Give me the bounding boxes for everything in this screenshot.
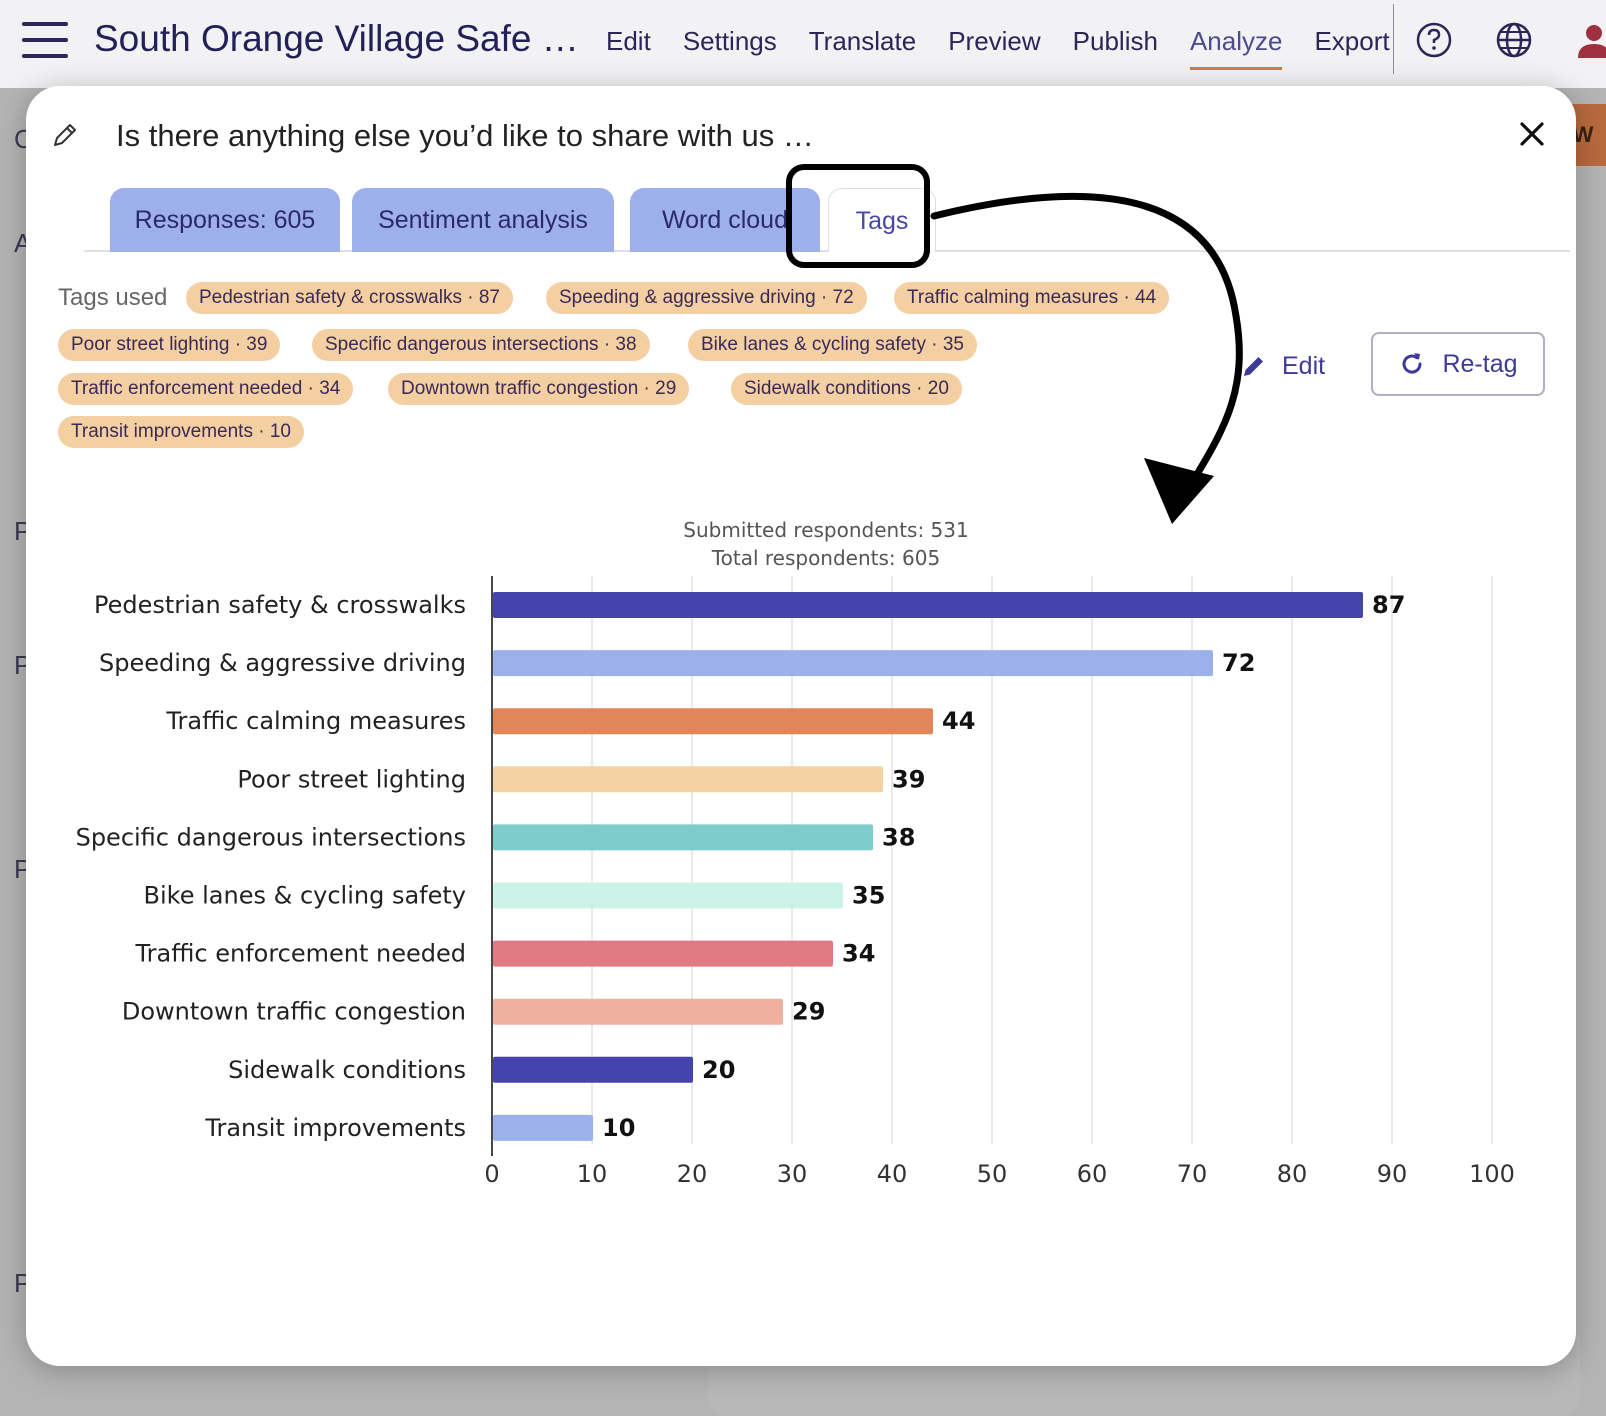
category-label: Sidewalk conditions: [228, 1056, 466, 1084]
category-label: Traffic calming measures: [165, 707, 466, 735]
category-label: Transit improvements: [204, 1114, 466, 1142]
modal-title: Is there anything else you’d like to sha…: [116, 118, 814, 153]
data-label: 29: [792, 998, 825, 1026]
tag-chip[interactable]: Bike lanes & cycling safety · 35: [688, 329, 977, 361]
bar: [493, 940, 833, 967]
tag-chip[interactable]: Downtown traffic congestion · 29: [388, 373, 690, 405]
close-icon[interactable]: [1514, 116, 1550, 152]
x-tick-label: 40: [877, 1160, 908, 1188]
respondent-stats: Submitted respondents: 531 Total respond…: [586, 516, 1066, 572]
x-tick-label: 0: [484, 1160, 499, 1188]
bar: [493, 1056, 693, 1083]
tag-chip[interactable]: Traffic enforcement needed · 34: [58, 373, 354, 405]
category-label: Bike lanes & cycling safety: [144, 882, 466, 910]
category-label: Speeding & aggressive driving: [99, 649, 466, 677]
submitted-respondents: Submitted respondents: 531: [683, 518, 969, 542]
data-label: 38: [882, 823, 915, 851]
tab-tags[interactable]: Tags: [828, 188, 936, 252]
retag-label: Re-tag: [1442, 349, 1518, 378]
nav-edit[interactable]: Edit: [606, 26, 651, 56]
data-label: 35: [852, 882, 885, 910]
pencil-icon: [1244, 357, 1263, 376]
bar: [493, 824, 873, 851]
tab-responses[interactable]: Responses: 605: [110, 188, 340, 252]
pencil-icon[interactable]: [50, 120, 80, 150]
x-tick-label: 50: [977, 1160, 1008, 1188]
tab-sentiment-analysis[interactable]: Sentiment analysis: [352, 188, 614, 252]
tag-chip[interactable]: Poor street lighting · 39: [58, 329, 281, 361]
category-label: Pedestrian safety & crosswalks: [94, 591, 466, 619]
nav-publish[interactable]: Publish: [1072, 26, 1158, 56]
help-circle-icon[interactable]: [1414, 20, 1454, 60]
nav-divider: [1393, 4, 1394, 74]
x-tick-label: 90: [1377, 1160, 1408, 1188]
data-label: 34: [842, 940, 875, 968]
x-tick-label: 100: [1469, 1160, 1515, 1188]
tags-used-label: Tags used: [58, 284, 168, 311]
category-label: Downtown traffic congestion: [122, 998, 466, 1026]
category-label: Poor street lighting: [237, 765, 466, 793]
category-label: Traffic enforcement needed: [134, 940, 466, 968]
tag-chip[interactable]: Traffic calming measures · 44: [894, 282, 1170, 314]
tag-chip[interactable]: Speeding & aggressive driving · 72: [546, 282, 867, 314]
nav-export[interactable]: Export: [1314, 26, 1390, 56]
x-tick-label: 60: [1077, 1160, 1108, 1188]
bar: [493, 766, 883, 793]
bar: [493, 882, 843, 909]
bar: [493, 998, 783, 1025]
bar: [493, 592, 1363, 618]
data-label: 20: [702, 1056, 735, 1084]
tags-modal: Is there anything else you’d like to sha…: [26, 86, 1576, 1366]
nav-settings[interactable]: Settings: [682, 26, 777, 56]
retag-button[interactable]: Re-tag: [1371, 332, 1545, 396]
tab-highlight-box: [786, 164, 930, 268]
nav-analyze[interactable]: Analyze: [1174, 24, 1299, 70]
refresh-icon: [1402, 353, 1422, 374]
edit-label: Edit: [1282, 351, 1326, 380]
data-label: 87: [1372, 591, 1405, 619]
data-label: 39: [892, 765, 925, 793]
category-label: Specific dangerous intersections: [76, 823, 466, 851]
edit-tags-button[interactable]: Edit: [1240, 344, 1325, 388]
data-label: 44: [942, 707, 975, 735]
main-nav: Edit Settings Translate Preview Publish …: [590, 24, 1406, 70]
tag-chip[interactable]: Pedestrian safety & crosswalks · 87: [186, 282, 513, 314]
app-title: South Orange Village Safe …: [94, 18, 579, 59]
user-icon[interactable]: [1574, 20, 1606, 60]
x-tick-label: 30: [777, 1160, 808, 1188]
bar: [493, 708, 933, 735]
x-tick-label: 10: [577, 1160, 608, 1188]
nav-translate[interactable]: Translate: [808, 26, 917, 56]
bar: [493, 650, 1213, 677]
bar: [493, 1114, 593, 1141]
x-tick-label: 20: [677, 1160, 708, 1188]
globe-icon[interactable]: [1494, 20, 1534, 60]
top-app-bar: South Orange Village Safe … Edit Setting…: [0, 0, 1606, 88]
nav-preview[interactable]: Preview: [948, 26, 1041, 56]
tag-chip[interactable]: Sidewalk conditions · 20: [731, 373, 962, 405]
tag-chip[interactable]: Transit improvements · 10: [58, 416, 304, 448]
x-tick-label: 70: [1177, 1160, 1208, 1188]
data-label: 10: [602, 1114, 635, 1142]
total-respondents: Total respondents: 605: [711, 546, 941, 570]
menu-icon[interactable]: [22, 22, 68, 58]
x-tick-label: 80: [1277, 1160, 1308, 1188]
tag-chip[interactable]: Specific dangerous intersections · 38: [312, 329, 650, 361]
tags-bar-chart: 0 10 20 30 40 50 60 70 80 90 100 Pedestrian safety …: [76, 576, 1515, 1188]
data-label: 72: [1222, 649, 1255, 677]
